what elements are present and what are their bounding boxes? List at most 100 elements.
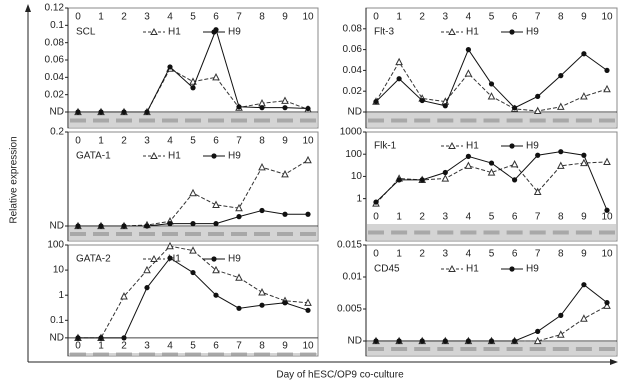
day-label: 4 <box>466 12 472 23</box>
panel-frame <box>366 8 617 128</box>
point <box>558 73 563 78</box>
day-label: 9 <box>282 341 288 352</box>
y-tick-label: 0.1 <box>50 20 64 31</box>
point <box>397 76 402 81</box>
gel-band <box>368 347 384 351</box>
point <box>465 70 471 76</box>
point <box>558 104 564 110</box>
legend-marker <box>211 153 216 158</box>
gel-band <box>185 353 201 357</box>
point <box>213 221 218 226</box>
gel-band <box>277 353 293 357</box>
gel-band <box>576 231 592 235</box>
point <box>581 93 587 99</box>
point <box>604 300 609 305</box>
gel-band <box>368 231 384 235</box>
gel-band <box>162 232 178 236</box>
point <box>259 208 264 213</box>
point <box>213 74 219 80</box>
point <box>396 59 402 65</box>
point <box>190 221 195 226</box>
point <box>373 99 378 104</box>
y-tick-label: 0.04 <box>45 72 65 83</box>
day-label: 10 <box>601 249 613 260</box>
gel-band <box>437 347 453 351</box>
point <box>305 157 311 163</box>
gel-band <box>460 231 476 235</box>
y-tick-label: 0.04 <box>343 65 363 76</box>
gel-band <box>414 119 430 123</box>
day-label: 8 <box>558 212 564 223</box>
legend-label: H9 <box>526 141 539 152</box>
point <box>466 47 471 52</box>
arrow-head <box>25 4 31 12</box>
y-tick-label: 0.12 <box>45 3 65 14</box>
y-axis-label: Relative expression <box>9 136 20 223</box>
gel-band <box>231 232 247 236</box>
day-label: 2 <box>121 12 127 23</box>
gel-band <box>162 119 178 123</box>
panel-frame <box>68 8 318 128</box>
y-tick-label: ND <box>50 221 64 232</box>
gel-band <box>599 347 615 351</box>
day-label: 5 <box>190 341 196 352</box>
day-label: 10 <box>302 136 314 147</box>
point <box>236 306 241 311</box>
day-label: 10 <box>601 12 613 23</box>
point <box>558 313 563 318</box>
point <box>466 154 471 159</box>
day-label: 4 <box>167 12 173 23</box>
gel-band <box>254 119 270 123</box>
point <box>512 161 518 167</box>
point <box>420 98 425 103</box>
point <box>282 98 288 104</box>
gel-band <box>208 353 224 357</box>
arrow-head <box>610 359 618 365</box>
gel-band <box>231 353 247 357</box>
gel-band <box>93 232 109 236</box>
day-label: 10 <box>601 212 613 223</box>
gel-band <box>484 347 500 351</box>
gel-band <box>460 347 476 351</box>
legend-marker <box>151 256 157 262</box>
gel-band <box>437 231 453 235</box>
point <box>236 274 242 280</box>
point <box>259 164 265 170</box>
panel-title: GATA-2 <box>76 254 111 265</box>
point <box>282 105 287 110</box>
point <box>282 212 287 217</box>
gel-band <box>576 347 592 351</box>
point <box>121 335 126 340</box>
series-line <box>376 306 607 341</box>
point <box>259 105 264 110</box>
y-tick-label: 0.08 <box>343 23 363 34</box>
gel-band <box>437 119 453 123</box>
day-label: 0 <box>373 12 379 23</box>
point <box>397 177 402 182</box>
day-label: 8 <box>558 249 564 260</box>
point <box>98 335 103 340</box>
day-label: 6 <box>512 212 518 223</box>
point <box>167 64 172 69</box>
day-label: 2 <box>419 12 425 23</box>
day-label: 7 <box>535 212 541 223</box>
point <box>98 109 103 114</box>
point <box>512 105 517 110</box>
day-label: 4 <box>466 212 472 223</box>
point <box>144 223 149 228</box>
day-label: 7 <box>535 12 541 23</box>
day-label: 3 <box>144 341 150 352</box>
day-label: 7 <box>535 249 541 260</box>
day-label: 5 <box>190 12 196 23</box>
gel-band <box>414 231 430 235</box>
gel-band <box>93 353 109 357</box>
day-label: 6 <box>512 249 518 260</box>
panel-title: CD45 <box>374 264 400 275</box>
series-line <box>376 162 607 204</box>
legend-label: H9 <box>228 254 241 265</box>
legend-label: H1 <box>466 264 479 275</box>
day-label: 7 <box>236 12 242 23</box>
point <box>512 177 517 182</box>
series-line <box>376 285 607 341</box>
gel-band <box>70 353 86 357</box>
